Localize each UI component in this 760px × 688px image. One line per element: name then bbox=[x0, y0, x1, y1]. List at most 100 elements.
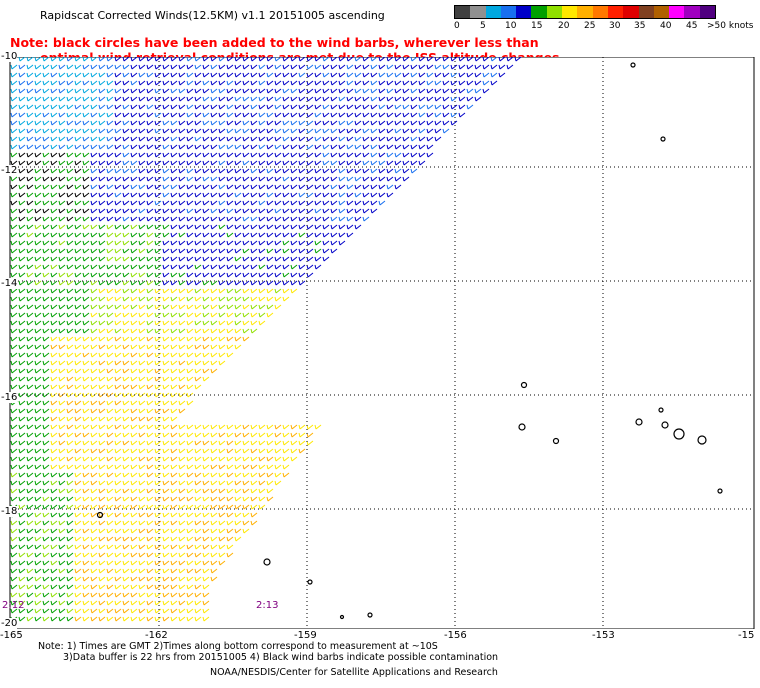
wind-barb bbox=[10, 80, 18, 86]
wind-barb bbox=[122, 416, 130, 422]
wind-barb bbox=[202, 280, 210, 286]
wind-barb bbox=[258, 320, 266, 326]
wind-barb bbox=[170, 480, 178, 486]
wind-barb bbox=[202, 424, 210, 430]
wind-barb bbox=[18, 192, 26, 198]
wind-barb bbox=[178, 376, 186, 382]
wind-barb bbox=[266, 216, 274, 222]
wind-barb bbox=[58, 112, 66, 118]
wind-barb bbox=[178, 552, 186, 558]
wind-barb bbox=[330, 57, 338, 62]
wind-barb bbox=[226, 88, 234, 94]
wind-barb bbox=[218, 360, 226, 366]
wind-barb bbox=[210, 192, 218, 198]
wind-barb bbox=[74, 312, 82, 318]
wind-barb bbox=[58, 160, 66, 166]
wind-barb bbox=[178, 592, 186, 598]
wind-barb bbox=[10, 184, 18, 190]
wind-barb bbox=[34, 128, 42, 134]
wind-barb bbox=[130, 608, 138, 614]
wind-barb bbox=[146, 184, 154, 190]
wind-barb bbox=[402, 160, 410, 166]
wind-barb bbox=[154, 328, 162, 334]
wind-barb bbox=[250, 312, 258, 318]
wind-barb bbox=[138, 368, 146, 374]
wind-barb bbox=[266, 440, 274, 446]
wind-barb bbox=[146, 352, 154, 358]
wind-barb bbox=[106, 256, 114, 262]
wind-barb bbox=[146, 576, 154, 582]
wind-barb bbox=[274, 80, 282, 86]
wind-barb bbox=[50, 600, 58, 606]
wind-barb bbox=[26, 520, 34, 526]
wind-barb bbox=[98, 328, 106, 334]
wind-barb bbox=[290, 152, 298, 158]
wind-barb bbox=[314, 64, 322, 70]
wind-barb bbox=[18, 400, 26, 406]
wind-barb bbox=[202, 80, 210, 86]
wind-barb bbox=[18, 424, 26, 430]
wind-barb bbox=[282, 224, 290, 230]
wind-barb bbox=[226, 432, 234, 438]
wind-barb bbox=[26, 376, 34, 382]
wind-barb bbox=[394, 57, 402, 62]
wind-barb bbox=[122, 80, 130, 86]
wind-barb bbox=[106, 112, 114, 118]
wind-barb bbox=[186, 352, 194, 358]
wind-barb bbox=[290, 456, 298, 462]
wind-barb bbox=[130, 576, 138, 582]
wind-barb bbox=[26, 88, 34, 94]
wind-barb bbox=[146, 368, 154, 374]
wind-barb bbox=[98, 248, 106, 254]
wind-barb bbox=[114, 232, 122, 238]
wind-barb bbox=[138, 192, 146, 198]
wind-barb bbox=[442, 96, 450, 102]
wind-barb bbox=[50, 376, 58, 382]
wind-barb bbox=[186, 360, 194, 366]
wind-barb bbox=[138, 600, 146, 606]
wind-barb bbox=[82, 552, 90, 558]
wind-barb bbox=[178, 328, 186, 334]
wind-barb bbox=[426, 152, 434, 158]
wind-barb bbox=[266, 288, 274, 294]
wind-barb bbox=[314, 112, 322, 118]
wind-barb bbox=[210, 264, 218, 270]
wind-barb bbox=[146, 440, 154, 446]
wind-barb bbox=[122, 368, 130, 374]
wind-barb bbox=[274, 120, 282, 126]
wind-barb bbox=[162, 312, 170, 318]
wind-barb bbox=[66, 376, 74, 382]
wind-barb bbox=[138, 360, 146, 366]
wind-barb bbox=[154, 72, 162, 78]
wind-barb bbox=[90, 520, 98, 526]
wind-barb bbox=[210, 176, 218, 182]
wind-barb bbox=[98, 152, 106, 158]
wind-barb bbox=[218, 272, 226, 278]
wind-barb bbox=[50, 184, 58, 190]
wind-barb bbox=[258, 136, 266, 142]
wind-barb bbox=[386, 72, 394, 78]
wind-barb bbox=[138, 152, 146, 158]
wind-barb bbox=[202, 592, 210, 598]
wind-barb bbox=[18, 240, 26, 246]
wind-barb bbox=[26, 57, 34, 62]
wind-barb bbox=[258, 176, 266, 182]
wind-barb bbox=[274, 288, 282, 294]
wind-barb bbox=[250, 464, 258, 470]
wind-barb bbox=[210, 320, 218, 326]
wind-barb bbox=[218, 144, 226, 150]
wind-barb bbox=[90, 248, 98, 254]
wind-barb bbox=[210, 57, 218, 62]
wind-barb bbox=[210, 552, 218, 558]
wind-barb bbox=[202, 208, 210, 214]
wind-barb bbox=[42, 128, 50, 134]
wind-barb bbox=[146, 112, 154, 118]
wind-barb bbox=[146, 520, 154, 526]
wind-barb bbox=[154, 296, 162, 302]
wind-barb bbox=[18, 376, 26, 382]
wind-barb bbox=[130, 552, 138, 558]
wind-barb bbox=[26, 336, 34, 342]
wind-barb bbox=[10, 520, 18, 526]
wind-barb bbox=[178, 408, 186, 414]
wind-barb bbox=[170, 304, 178, 310]
